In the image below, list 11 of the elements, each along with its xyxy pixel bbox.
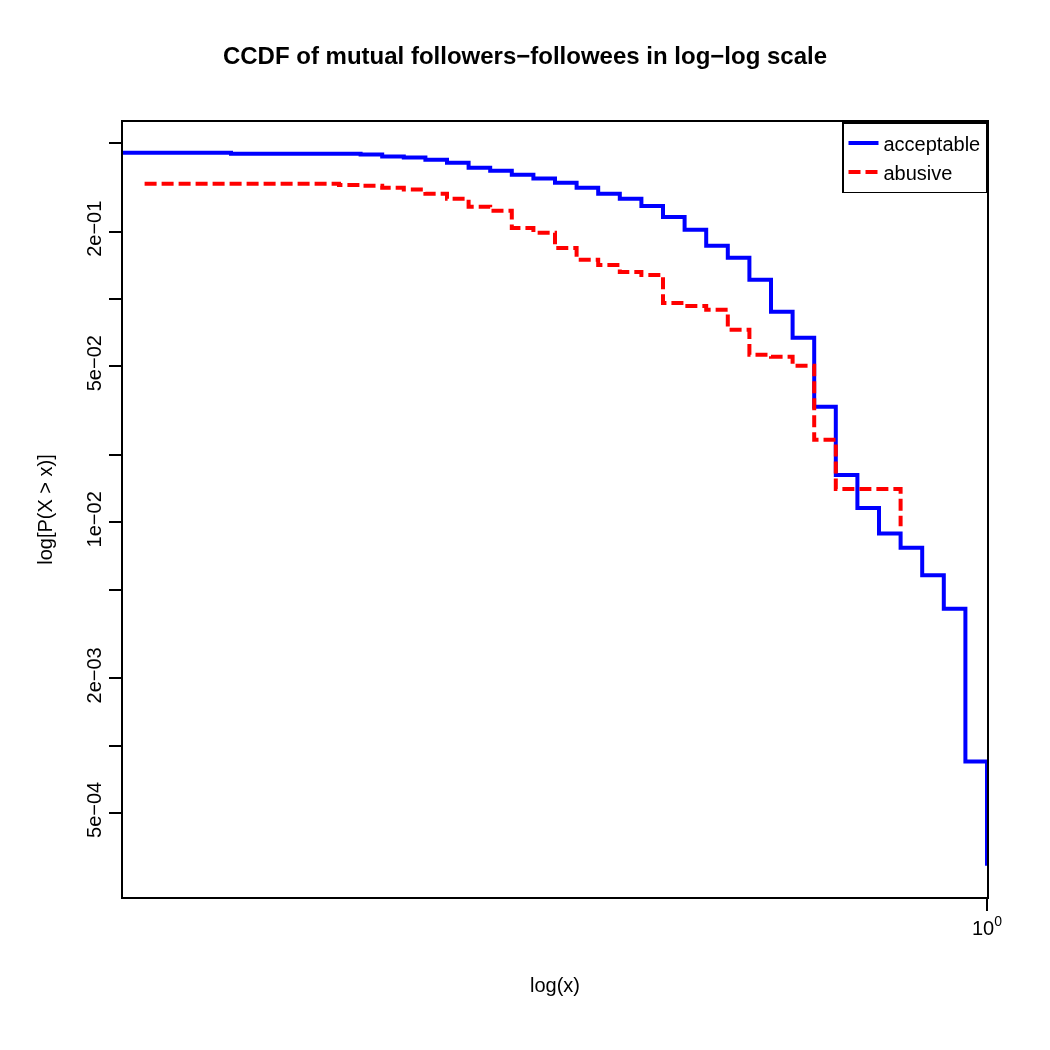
legend-label: abusive <box>883 161 953 184</box>
y-tick-label: 2e−03 <box>83 647 106 704</box>
x-tick-label: 10$^{0}$ <box>971 913 1003 939</box>
chart-title: CCDF of mutual followers−followees in log−log scale <box>222 42 828 70</box>
y-tick-label: 5e−02 <box>83 335 106 392</box>
x-axis-title: log(x) <box>529 973 581 996</box>
y-axis-title: log[P(X > x)] <box>34 454 57 565</box>
y-tick-label: 5e−04 <box>83 781 106 838</box>
y-tick-label: 1e−02 <box>83 491 106 548</box>
legend-label: acceptable <box>883 132 981 155</box>
y-tick-label: 2e−01 <box>83 200 106 257</box>
